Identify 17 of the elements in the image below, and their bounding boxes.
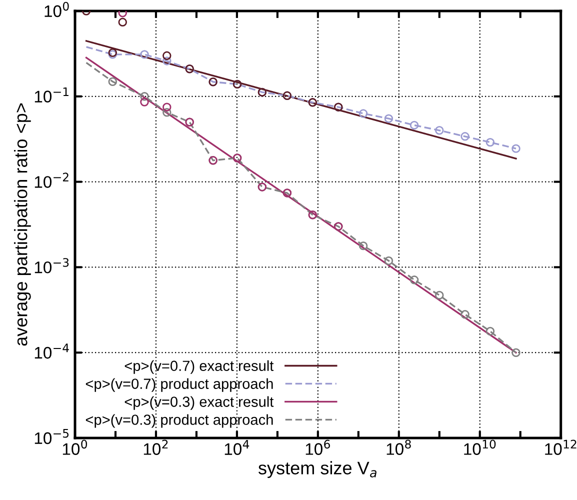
y-tick-label: 10$^{−3}$ (34, 258, 69, 274)
y-tick-label: 10$^{0}$ (44, 2, 69, 18)
x-axis-title: system size V$_{a}$ (258, 461, 376, 478)
x-tick-label: 10$^{10}$ (464, 440, 496, 455)
y-axis-title: average participation ratio <p> (14, 103, 31, 346)
x-tick-label: 10$^{12}$ (545, 440, 576, 455)
y-tick-label: 10$^{−4}$ (34, 344, 69, 359)
x-tick-label: 10$^{4}$ (224, 440, 250, 455)
legend-label: <p>(v=0.7) exact result (124, 360, 274, 374)
x-tick-label: 10$^{2}$ (144, 440, 168, 455)
legend-label: <p>(v=0.3) product approach (86, 414, 273, 428)
legend-label: <p>(v=0.7) product approach (86, 378, 273, 392)
x-tick-label: 10$^{6}$ (306, 440, 330, 455)
y-tick-label: 10$^{−1}$ (34, 87, 68, 102)
y-tick-label: 10$^{−2}$ (34, 172, 68, 188)
x-tick-label: 10$^{8}$ (386, 440, 411, 455)
legend-label: <p>(v=0.3) exact result (124, 396, 274, 410)
